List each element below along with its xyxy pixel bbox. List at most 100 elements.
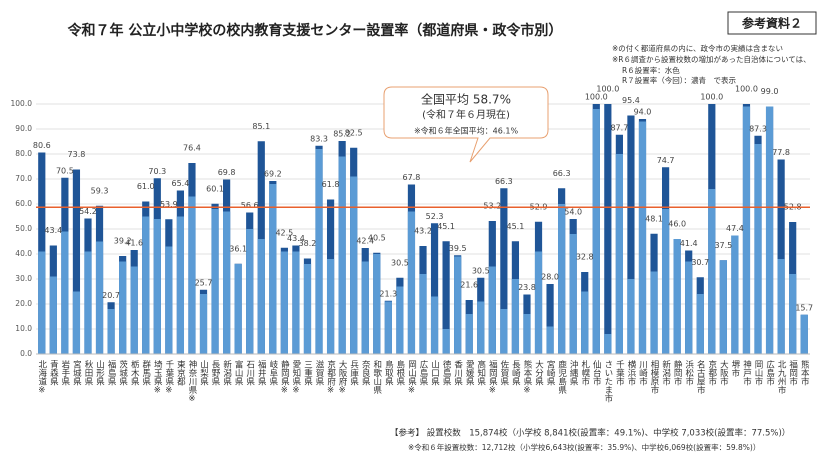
x-tick-label: 千葉県※ <box>164 359 174 395</box>
x-tick-label: 長崎県 <box>510 360 520 386</box>
x-tick-label: 三重県 <box>302 360 312 386</box>
value-label: 42.4 <box>356 237 374 246</box>
bar <box>673 239 681 354</box>
value-label: 41.4 <box>680 239 698 248</box>
x-tick-label: 沖縄県 <box>568 359 578 386</box>
bar <box>430 223 439 354</box>
bar <box>754 144 762 354</box>
callout-label: 全国平均 58.7% <box>421 92 511 107</box>
x-tick-label: 仙台市 <box>591 359 601 386</box>
bar <box>315 149 323 354</box>
bar <box>442 329 450 354</box>
bar <box>61 231 69 354</box>
callout-box <box>383 86 549 163</box>
value-label: 100.0 <box>700 93 723 102</box>
x-tick-label: 静岡県※ <box>279 359 289 395</box>
bar <box>777 159 785 354</box>
x-tick-label: 堺市 <box>730 359 740 378</box>
x-tick-label: 福島県 <box>106 359 116 386</box>
x-tick-label: 広島県 <box>418 359 428 386</box>
value-label: 66.3 <box>553 169 571 178</box>
value-label: 41.6 <box>125 239 143 248</box>
x-tick-label: 石川県 <box>245 360 255 386</box>
value-label: 21.6 <box>460 281 478 290</box>
value-label: 73.8 <box>68 150 86 159</box>
bar <box>627 115 635 354</box>
x-tick-label: 福岡市 <box>788 359 798 386</box>
x-tick-label: 和歌山県 <box>372 360 382 395</box>
x-tick-label: 岡山県※ <box>406 360 416 396</box>
y-tick-label: 50.0 <box>15 224 32 233</box>
value-label: 45.1 <box>437 222 455 231</box>
bar <box>742 106 751 354</box>
bar <box>615 154 623 354</box>
note: R６設置率：水色 <box>622 65 680 75</box>
bar <box>731 235 739 354</box>
value-label: 70.5 <box>56 166 74 175</box>
value-label: 52.3 <box>426 212 444 221</box>
x-tick-label: 川崎市 <box>637 360 647 386</box>
x-tick-label: 神戸市 <box>741 359 751 386</box>
badge: 参考資料２ <box>742 16 802 31</box>
bar <box>604 104 612 354</box>
value-label: 30.5 <box>391 258 409 267</box>
value-label: 95.4 <box>622 96 640 105</box>
bar <box>130 266 138 354</box>
y-tick-label: 20.0 <box>15 299 32 308</box>
value-label: 69.2 <box>264 170 282 179</box>
bar <box>142 216 150 354</box>
value-label: 43.4 <box>287 234 305 243</box>
x-tick-label: 熊本県※ <box>522 359 532 395</box>
bar <box>72 291 81 354</box>
x-tick-label: 富山県 <box>233 359 243 386</box>
value-label: 38.2 <box>299 239 317 248</box>
x-tick-label: 横浜市 <box>626 359 636 386</box>
x-tick-label: 大分県 <box>534 359 544 386</box>
value-label: 85.1 <box>252 122 270 131</box>
value-label: 65.4 <box>171 179 189 188</box>
value-label: 76.4 <box>183 144 201 153</box>
value-label: 53.9 <box>160 200 178 209</box>
value-label: 99.0 <box>761 87 779 96</box>
x-tick-label: 千葉市 <box>614 359 624 386</box>
bar <box>396 286 404 354</box>
value-label: 15.7 <box>795 303 813 312</box>
bar <box>685 261 693 354</box>
bar <box>500 188 508 354</box>
x-tick-label: 宮城県 <box>71 359 81 386</box>
value-label: 94.0 <box>634 108 652 117</box>
bar <box>326 259 335 354</box>
x-tick-label: 大阪市 <box>718 359 728 386</box>
value-label: 37.5 <box>714 241 732 250</box>
bar <box>650 271 658 354</box>
bar <box>350 176 358 354</box>
y-tick-label: 40.0 <box>15 249 32 258</box>
x-tick-label: さいたま市 <box>603 360 613 403</box>
x-tick-label: 埼玉県※ <box>152 359 162 395</box>
x-tick-label: 広島市 <box>765 359 775 386</box>
value-label: 87.7 <box>610 123 628 132</box>
bar <box>465 314 473 354</box>
bar <box>95 241 104 354</box>
value-label: 43.2 <box>414 227 432 236</box>
footer: 【参考】 設置校数 15,874校（小学校 8,841校(設置率：49.1%)、… <box>390 428 790 439</box>
bar <box>257 239 265 354</box>
x-tick-label: 群馬県 <box>141 359 151 386</box>
note: ※R６調査から設置校数の増加があった自治体については、 <box>612 54 811 64</box>
x-tick-label: 長野県 <box>210 360 220 386</box>
bar <box>661 209 670 354</box>
bar <box>765 106 774 354</box>
bar <box>696 294 704 354</box>
bar <box>430 296 439 354</box>
bar <box>223 211 231 354</box>
value-label: 67.8 <box>403 173 421 182</box>
bar <box>49 276 57 354</box>
y-tick-label: 60.0 <box>15 199 32 208</box>
value-label: 42.5 <box>275 228 293 237</box>
x-tick-label: 大阪府※ <box>337 359 347 395</box>
bar <box>165 246 173 354</box>
value-label: 77.8 <box>772 148 790 157</box>
bar <box>119 261 127 354</box>
bar <box>638 121 647 354</box>
x-tick-label: 京都市 <box>707 359 717 386</box>
